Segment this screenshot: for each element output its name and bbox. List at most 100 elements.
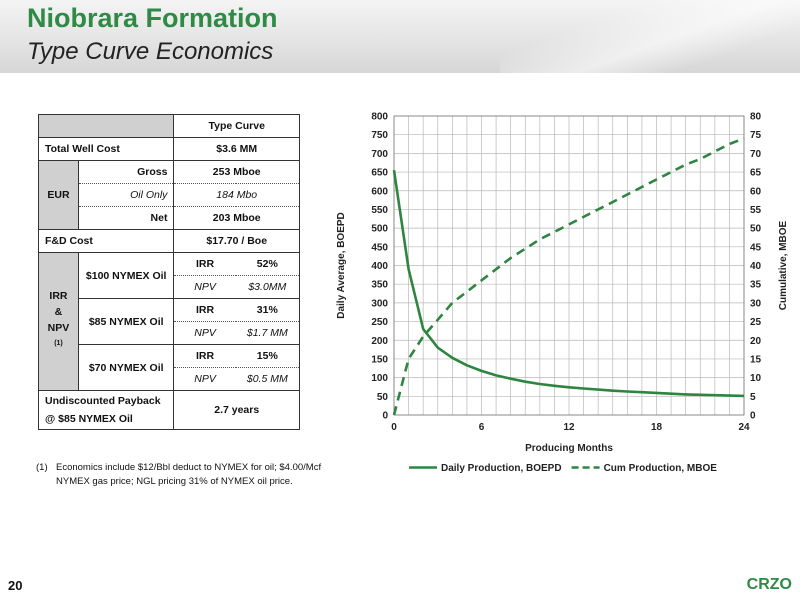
case-85-npv-label: NPV	[173, 321, 236, 345]
irr-label-text: IRR	[49, 290, 68, 303]
y-tick-label: 150	[371, 354, 388, 365]
y-tick-label: 100	[371, 373, 388, 384]
case-70-irr-value: 15%	[235, 344, 300, 368]
y2-tick-label: 25	[750, 317, 762, 328]
header-banner: Niobrara Formation Type Curve Economics	[0, 0, 800, 73]
header-sheen	[500, 0, 800, 73]
table-row: NPV $0.5 MM	[39, 367, 300, 391]
y2-tick-label: 0	[750, 411, 756, 422]
case-85-irr-value: 31%	[235, 298, 300, 322]
table-row: Net 203 Mboe	[39, 206, 300, 230]
eur-gross-label: Gross	[77, 160, 175, 184]
case-100-irr-value: 52%	[235, 252, 300, 276]
y-tick-label: 750	[371, 130, 388, 141]
table-row: Undiscounted Payback @ $85 NYMEX Oil 2.7…	[37, 390, 300, 430]
y2-tick-label: 65	[750, 168, 762, 179]
y-tick-label: 450	[371, 242, 388, 253]
table-row: IRR & NPV (1) $100 NYMEX Oil IRR 52%	[38, 252, 300, 391]
eur-label: EUR	[38, 160, 79, 230]
y2-tick-label: 10	[750, 373, 762, 384]
y2-tick-label: 15	[750, 354, 762, 365]
case-70-npv-label: NPV	[173, 367, 236, 391]
legend-label: Cum Production, MBOE	[604, 463, 718, 474]
case-100-irr-label: IRR	[173, 252, 236, 276]
payback-label: Undiscounted Payback @ $85 NYMEX Oil	[37, 390, 175, 430]
x-tick-label: 24	[738, 422, 750, 433]
payback-label-line1: Undiscounted Payback	[45, 395, 161, 407]
x-axis-title: Producing Months	[525, 443, 613, 454]
table-row: Oil Only 184 Mbo	[39, 183, 300, 207]
y2-tick-label: 35	[750, 280, 762, 291]
y-tick-label: 400	[371, 261, 388, 272]
cum-production-line	[392, 137, 745, 416]
x-tick-label: 6	[479, 422, 485, 433]
npv-label-text: NPV	[47, 322, 70, 335]
irr-npv-label: IRR & NPV (1)	[38, 252, 79, 391]
case-100-npv-value: $3.0MM	[235, 275, 300, 299]
y2-tick-label: 5	[750, 392, 756, 403]
y-tick-label: 500	[371, 224, 388, 235]
case-85-irr-label: IRR	[173, 298, 236, 322]
table-row: $85 NYMEX Oil IRR 31%	[39, 298, 300, 345]
y2-axis-title: Cumulative, MBOE	[778, 220, 789, 310]
table-corner-cell	[37, 114, 175, 138]
y2-tick-label: 45	[750, 242, 762, 253]
table-row: EUR Gross 253 Mboe	[38, 160, 300, 230]
total-well-cost-label: Total Well Cost	[37, 137, 175, 161]
case-100-npv-label: NPV	[173, 275, 236, 299]
y-tick-label: 50	[377, 392, 389, 403]
case-85-label: $85 NYMEX Oil	[77, 298, 175, 345]
y2-tick-label: 70	[750, 149, 762, 160]
x-tick-label: 12	[563, 422, 575, 433]
table-header-row: Type Curve	[37, 114, 300, 138]
legend-label: Daily Production, BOEPD	[441, 463, 562, 474]
y2-tick-label: 50	[750, 224, 762, 235]
y-tick-label: 0	[382, 411, 388, 422]
y-tick-label: 600	[371, 186, 388, 197]
y2-tick-label: 30	[750, 298, 762, 309]
eur-oil-label: Oil Only	[77, 183, 175, 207]
case-85-npv-value: $1.7 MM	[235, 321, 300, 345]
total-well-cost-value: $3.6 MM	[173, 137, 300, 161]
x-tick-label: 0	[391, 422, 397, 433]
fd-cost-label: F&D Cost	[37, 229, 175, 253]
y-tick-label: 800	[371, 112, 388, 123]
y-tick-label: 550	[371, 205, 388, 216]
production-chart: 0501001502002503003504004505005506006507…	[336, 112, 789, 475]
case-100-label: $100 NYMEX Oil	[77, 252, 175, 299]
table-row: Total Well Cost $3.6 MM	[37, 137, 300, 161]
eur-oil-value: 184 Mbo	[173, 183, 300, 207]
amp-label-text: &	[54, 306, 63, 319]
eur-net-label: Net	[77, 206, 175, 230]
y-tick-label: 700	[371, 149, 388, 160]
economics-table: Type Curve Total Well Cost $3.6 MM EUR G…	[37, 114, 300, 430]
footnote-number: (1)	[36, 462, 48, 473]
case-70-npv-value: $0.5 MM	[235, 367, 300, 391]
y2-tick-label: 80	[750, 112, 762, 123]
company-logo: CRZO	[746, 576, 792, 593]
footnote-text: Economics include $12/Bbl deduct to NYME…	[56, 462, 322, 487]
payback-value: 2.7 years	[173, 390, 300, 430]
x-tick-label: 18	[651, 422, 663, 433]
y-tick-label: 350	[371, 280, 388, 291]
y-tick-label: 650	[371, 168, 388, 179]
y-tick-label: 250	[371, 317, 388, 328]
y2-tick-label: 60	[750, 186, 762, 197]
fd-cost-value: $17.70 / Boe	[173, 229, 300, 253]
plot-border	[393, 115, 745, 416]
y2-tick-label: 55	[750, 205, 762, 216]
page-subtitle: Type Curve Economics	[27, 38, 274, 65]
footnote-ref: (1)	[54, 340, 63, 348]
col-header-type-curve: Type Curve	[173, 114, 300, 138]
y2-tick-label: 20	[750, 336, 762, 347]
case-70-label: $70 NYMEX Oil	[77, 344, 175, 391]
y2-tick-label: 75	[750, 130, 762, 141]
case-70-irr-label: IRR	[173, 344, 236, 368]
daily-production-line	[392, 170, 745, 398]
table-row: $70 NYMEX Oil IRR 15%	[39, 344, 300, 391]
y-tick-label: 200	[371, 336, 388, 347]
y-axis-title: Daily Average, BOEPD	[336, 212, 347, 319]
payback-label-line2: @ $85 NYMEX Oil	[45, 413, 133, 425]
eur-net-value: 203 Mboe	[173, 206, 300, 230]
y-tick-label: 300	[371, 298, 388, 309]
